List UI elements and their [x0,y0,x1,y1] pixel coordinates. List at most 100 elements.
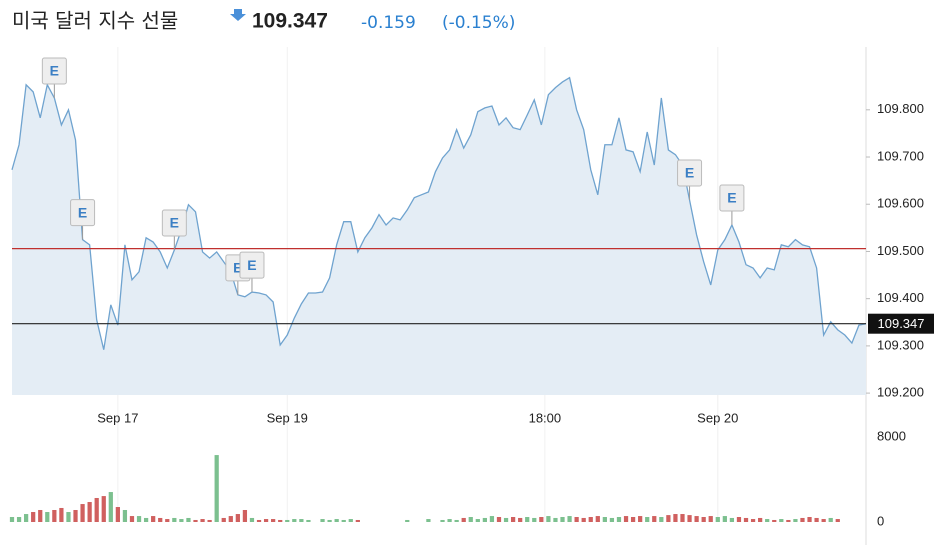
volume-bar [772,519,777,522]
volume-bar [87,502,92,522]
volume-bar [743,517,749,522]
volume-bar [793,519,798,522]
volume-bar [165,519,170,522]
volume-bar [172,517,177,522]
x-tick-label: Sep 17 [97,410,138,425]
volume-bar [101,496,106,522]
volume-bar [179,519,184,522]
volume-bar [701,517,706,522]
y-tick-label: 109.500 [877,243,924,258]
volume-bar [694,516,699,522]
volume-bar [595,516,600,522]
area [12,77,866,396]
y-tick-label: 109.300 [877,337,924,352]
volume-bar [581,517,586,522]
volume-bar [249,517,255,522]
volume-bar [722,516,727,522]
volume-bar [786,519,791,522]
price-change: -0.159 [361,13,416,33]
volume-bar [256,519,262,522]
volume-bar [235,514,240,522]
event-marker [41,57,67,85]
volume-bar [673,514,678,522]
volume-bar [567,516,572,522]
y-tick-label: 109.700 [877,148,924,163]
volume-bar [525,517,530,522]
volume-bar [468,517,473,522]
volume-bar [23,514,29,522]
volume-bar [80,504,85,522]
volume-bar [45,512,50,522]
volume-bar [299,519,304,522]
volume-bar [207,519,212,522]
volume-bar [348,519,353,522]
volume-bar [285,519,290,522]
volume-bar [214,455,219,522]
chart-title: 미국 달러 지수 선물 [12,9,178,33]
volume-bar [186,517,191,522]
volume-bar [616,517,622,522]
volume-bar [630,517,636,522]
volume-bar [447,519,452,522]
volume-bar [539,517,544,522]
volume-bar [475,519,480,522]
volume-bar [666,515,671,522]
volume-bar [828,517,833,522]
event-label: E [685,165,694,181]
volume-bar [341,519,346,522]
volume-bar [800,517,805,522]
x-tick-label: Sep 20 [697,410,738,425]
x-tick-label: 18:00 [529,410,562,425]
volume-bar [758,517,763,522]
volume-bar [687,515,692,522]
volume-tick-label: 0 [877,513,884,528]
price-change-percent: (-0.15%) [442,13,515,33]
volume-bar [278,519,283,522]
volume-bar [306,519,311,522]
volume-bar [193,519,198,522]
volume-bar [320,519,325,522]
volume-bar [652,516,657,522]
volume-bar [574,517,579,522]
y-tick-label: 109.400 [877,290,924,305]
volume-bar [708,516,713,522]
volume-bar [405,519,410,522]
volume-bar [115,507,120,522]
last-price-label: 109.347 [878,316,925,331]
volume-bar [680,514,685,522]
volume-bar [221,517,226,522]
volume-bar [129,516,135,522]
volume-bar [31,512,36,522]
y-tick-label: 109.800 [877,101,924,116]
volume-bar [151,516,156,522]
down-arrow-icon [230,9,246,21]
volume-bar [158,517,163,522]
volume-bar [334,519,339,522]
volume-bar [242,509,248,522]
volume-bar [532,517,537,522]
volume-bar [602,517,607,522]
volume-bar [122,509,128,522]
volume-bar [327,519,332,522]
volume-bar [715,517,720,522]
volume-bar [518,517,523,522]
volume-bar [510,517,516,522]
volume-bar [560,517,565,522]
volume-bar [503,517,509,522]
event-label: E [170,215,179,231]
volume-bar [814,517,819,522]
volume-bar [765,519,770,522]
event-marker [239,251,265,279]
event-label: E [247,257,256,273]
y-tick-label: 109.200 [877,385,924,400]
volume-bar [200,519,205,522]
volume-bar [482,517,487,522]
volume-bar [553,517,558,522]
volume-bar [645,517,650,522]
volume-bar [821,519,826,522]
volume-bar [588,517,593,522]
volume-bar [496,517,502,522]
volume-bar [94,497,99,522]
volume-bar [440,519,445,522]
volume-bar [729,517,735,522]
